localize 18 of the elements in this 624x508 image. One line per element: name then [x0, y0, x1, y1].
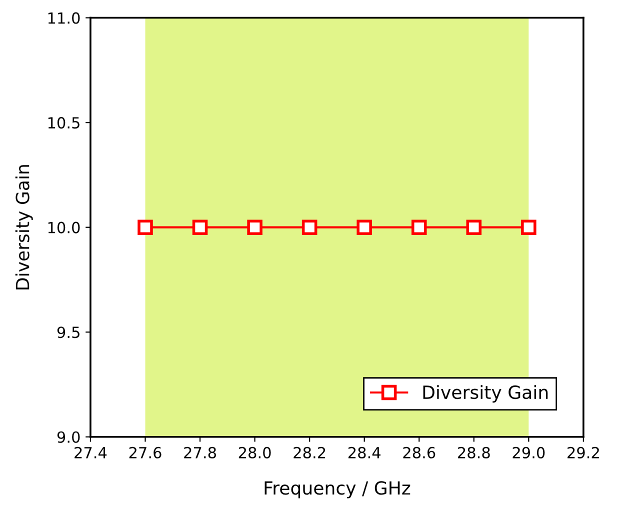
x-axis-title: Frequency / GHz: [264, 481, 410, 498]
y-axis-title: Diversity Gain: [15, 165, 33, 290]
x-tick-label: 28.8: [458, 446, 490, 458]
x-tick-label: 28.2: [294, 446, 326, 458]
x-tick-label: 28.6: [403, 446, 436, 458]
x-tick-label: 27.8: [184, 446, 216, 458]
y-tick-label: 10.5: [48, 117, 80, 129]
y-tick-label: 9.5: [57, 326, 80, 338]
x-tick-label: 28.0: [238, 446, 271, 458]
x-tick-label: 29.2: [568, 446, 599, 458]
y-tick-label: 9.0: [57, 431, 80, 443]
x-tick-label: 27.6: [129, 446, 162, 458]
x-tick-label: 28.4: [348, 446, 380, 458]
legend-label: Diversity Gain: [423, 385, 548, 403]
x-tick-label: 29.0: [512, 446, 545, 458]
y-tick-label: 11.0: [48, 12, 80, 24]
x-tick-label: 27.4: [74, 446, 107, 458]
y-tick-label: 10.0: [48, 222, 80, 234]
